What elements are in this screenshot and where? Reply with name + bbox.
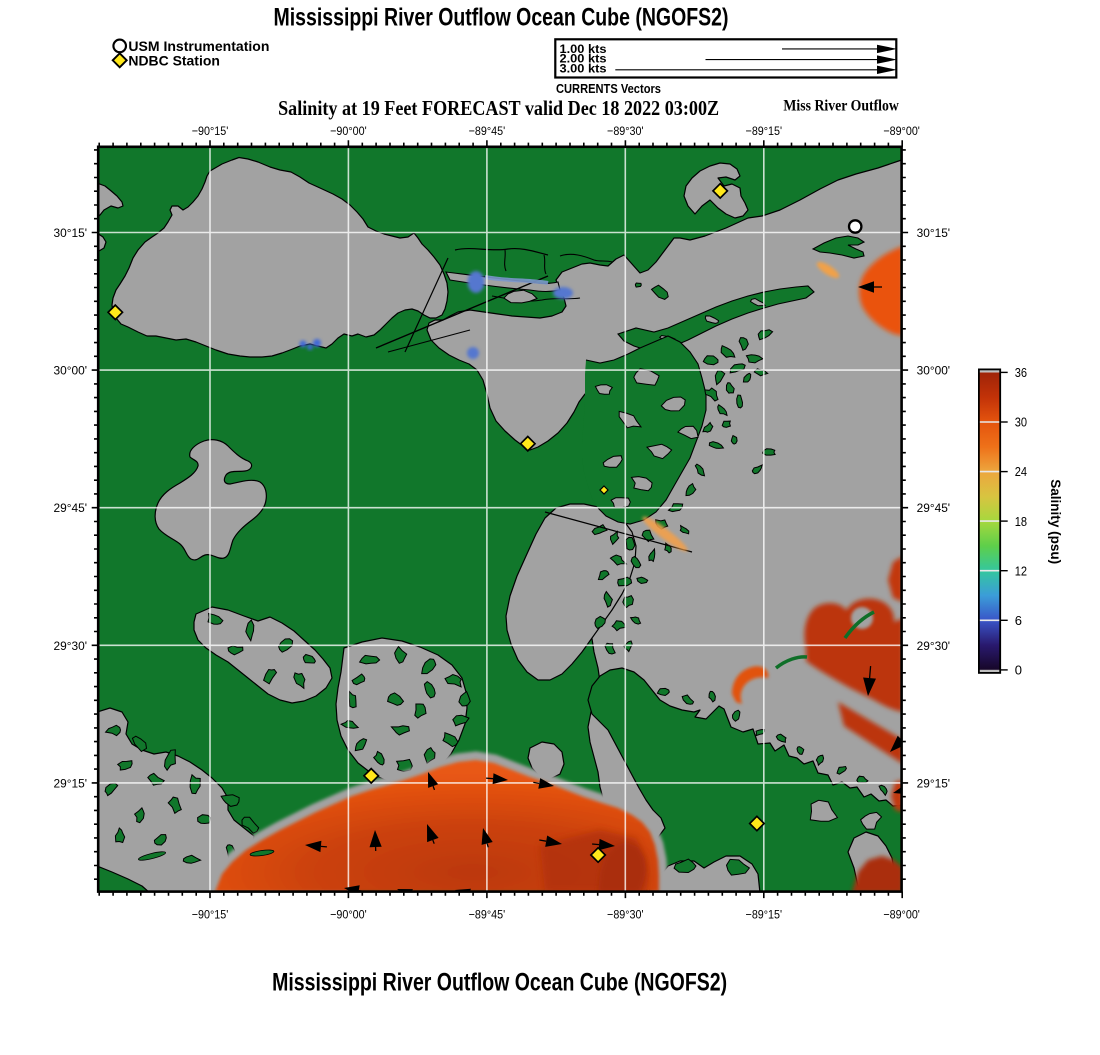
svg-text:−90°15': −90°15' [192, 908, 229, 922]
svg-text:−89°30': −89°30' [607, 124, 644, 138]
svg-text:−90°00': −90°00' [330, 124, 367, 138]
svg-text:−89°15': −89°15' [746, 908, 783, 922]
svg-text:29°30': 29°30' [54, 639, 87, 653]
svg-text:18: 18 [1015, 514, 1027, 529]
svg-text:29°30': 29°30' [917, 639, 950, 653]
svg-text:Mississippi River Outflow Ocea: Mississippi River Outflow Ocean Cube (NG… [272, 968, 727, 996]
svg-text:12: 12 [1015, 563, 1027, 578]
svg-text:−90°15': −90°15' [192, 124, 229, 138]
svg-text:30°15': 30°15' [54, 226, 87, 240]
svg-text:Miss River Outflow: Miss River Outflow [783, 98, 899, 115]
svg-text:Salinity (psu): Salinity (psu) [1048, 479, 1064, 564]
svg-text:−89°45': −89°45' [469, 124, 506, 138]
svg-text:36: 36 [1015, 365, 1027, 380]
svg-text:29°15': 29°15' [917, 776, 950, 790]
svg-text:Salinity at 19 Feet FORECAST v: Salinity at 19 Feet FORECAST valid Dec 1… [278, 96, 719, 120]
svg-text:29°15': 29°15' [54, 776, 87, 790]
svg-text:0: 0 [1015, 663, 1022, 678]
svg-text:29°45': 29°45' [54, 501, 87, 515]
svg-text:−90°00': −90°00' [330, 908, 367, 922]
svg-text:6: 6 [1015, 613, 1022, 628]
svg-text:−89°00': −89°00' [883, 908, 920, 922]
svg-text:3.00 kts: 3.00 kts [560, 61, 607, 75]
svg-text:−89°30': −89°30' [607, 908, 644, 922]
svg-text:Mississippi River Outflow Ocea: Mississippi River Outflow Ocean Cube (NG… [274, 4, 729, 32]
svg-text:30°00': 30°00' [54, 364, 87, 378]
svg-text:−89°00': −89°00' [883, 124, 920, 138]
svg-text:−89°45': −89°45' [469, 908, 506, 922]
svg-text:29°45': 29°45' [917, 501, 950, 515]
svg-text:30°00': 30°00' [917, 364, 950, 378]
svg-text:−89°15': −89°15' [746, 124, 783, 138]
svg-text:CURRENTS Vectors: CURRENTS Vectors [556, 82, 661, 96]
svg-text:30: 30 [1015, 415, 1027, 430]
svg-text:NDBC Station: NDBC Station [128, 52, 220, 68]
svg-text:24: 24 [1015, 464, 1027, 479]
svg-text:30°15': 30°15' [917, 226, 950, 240]
